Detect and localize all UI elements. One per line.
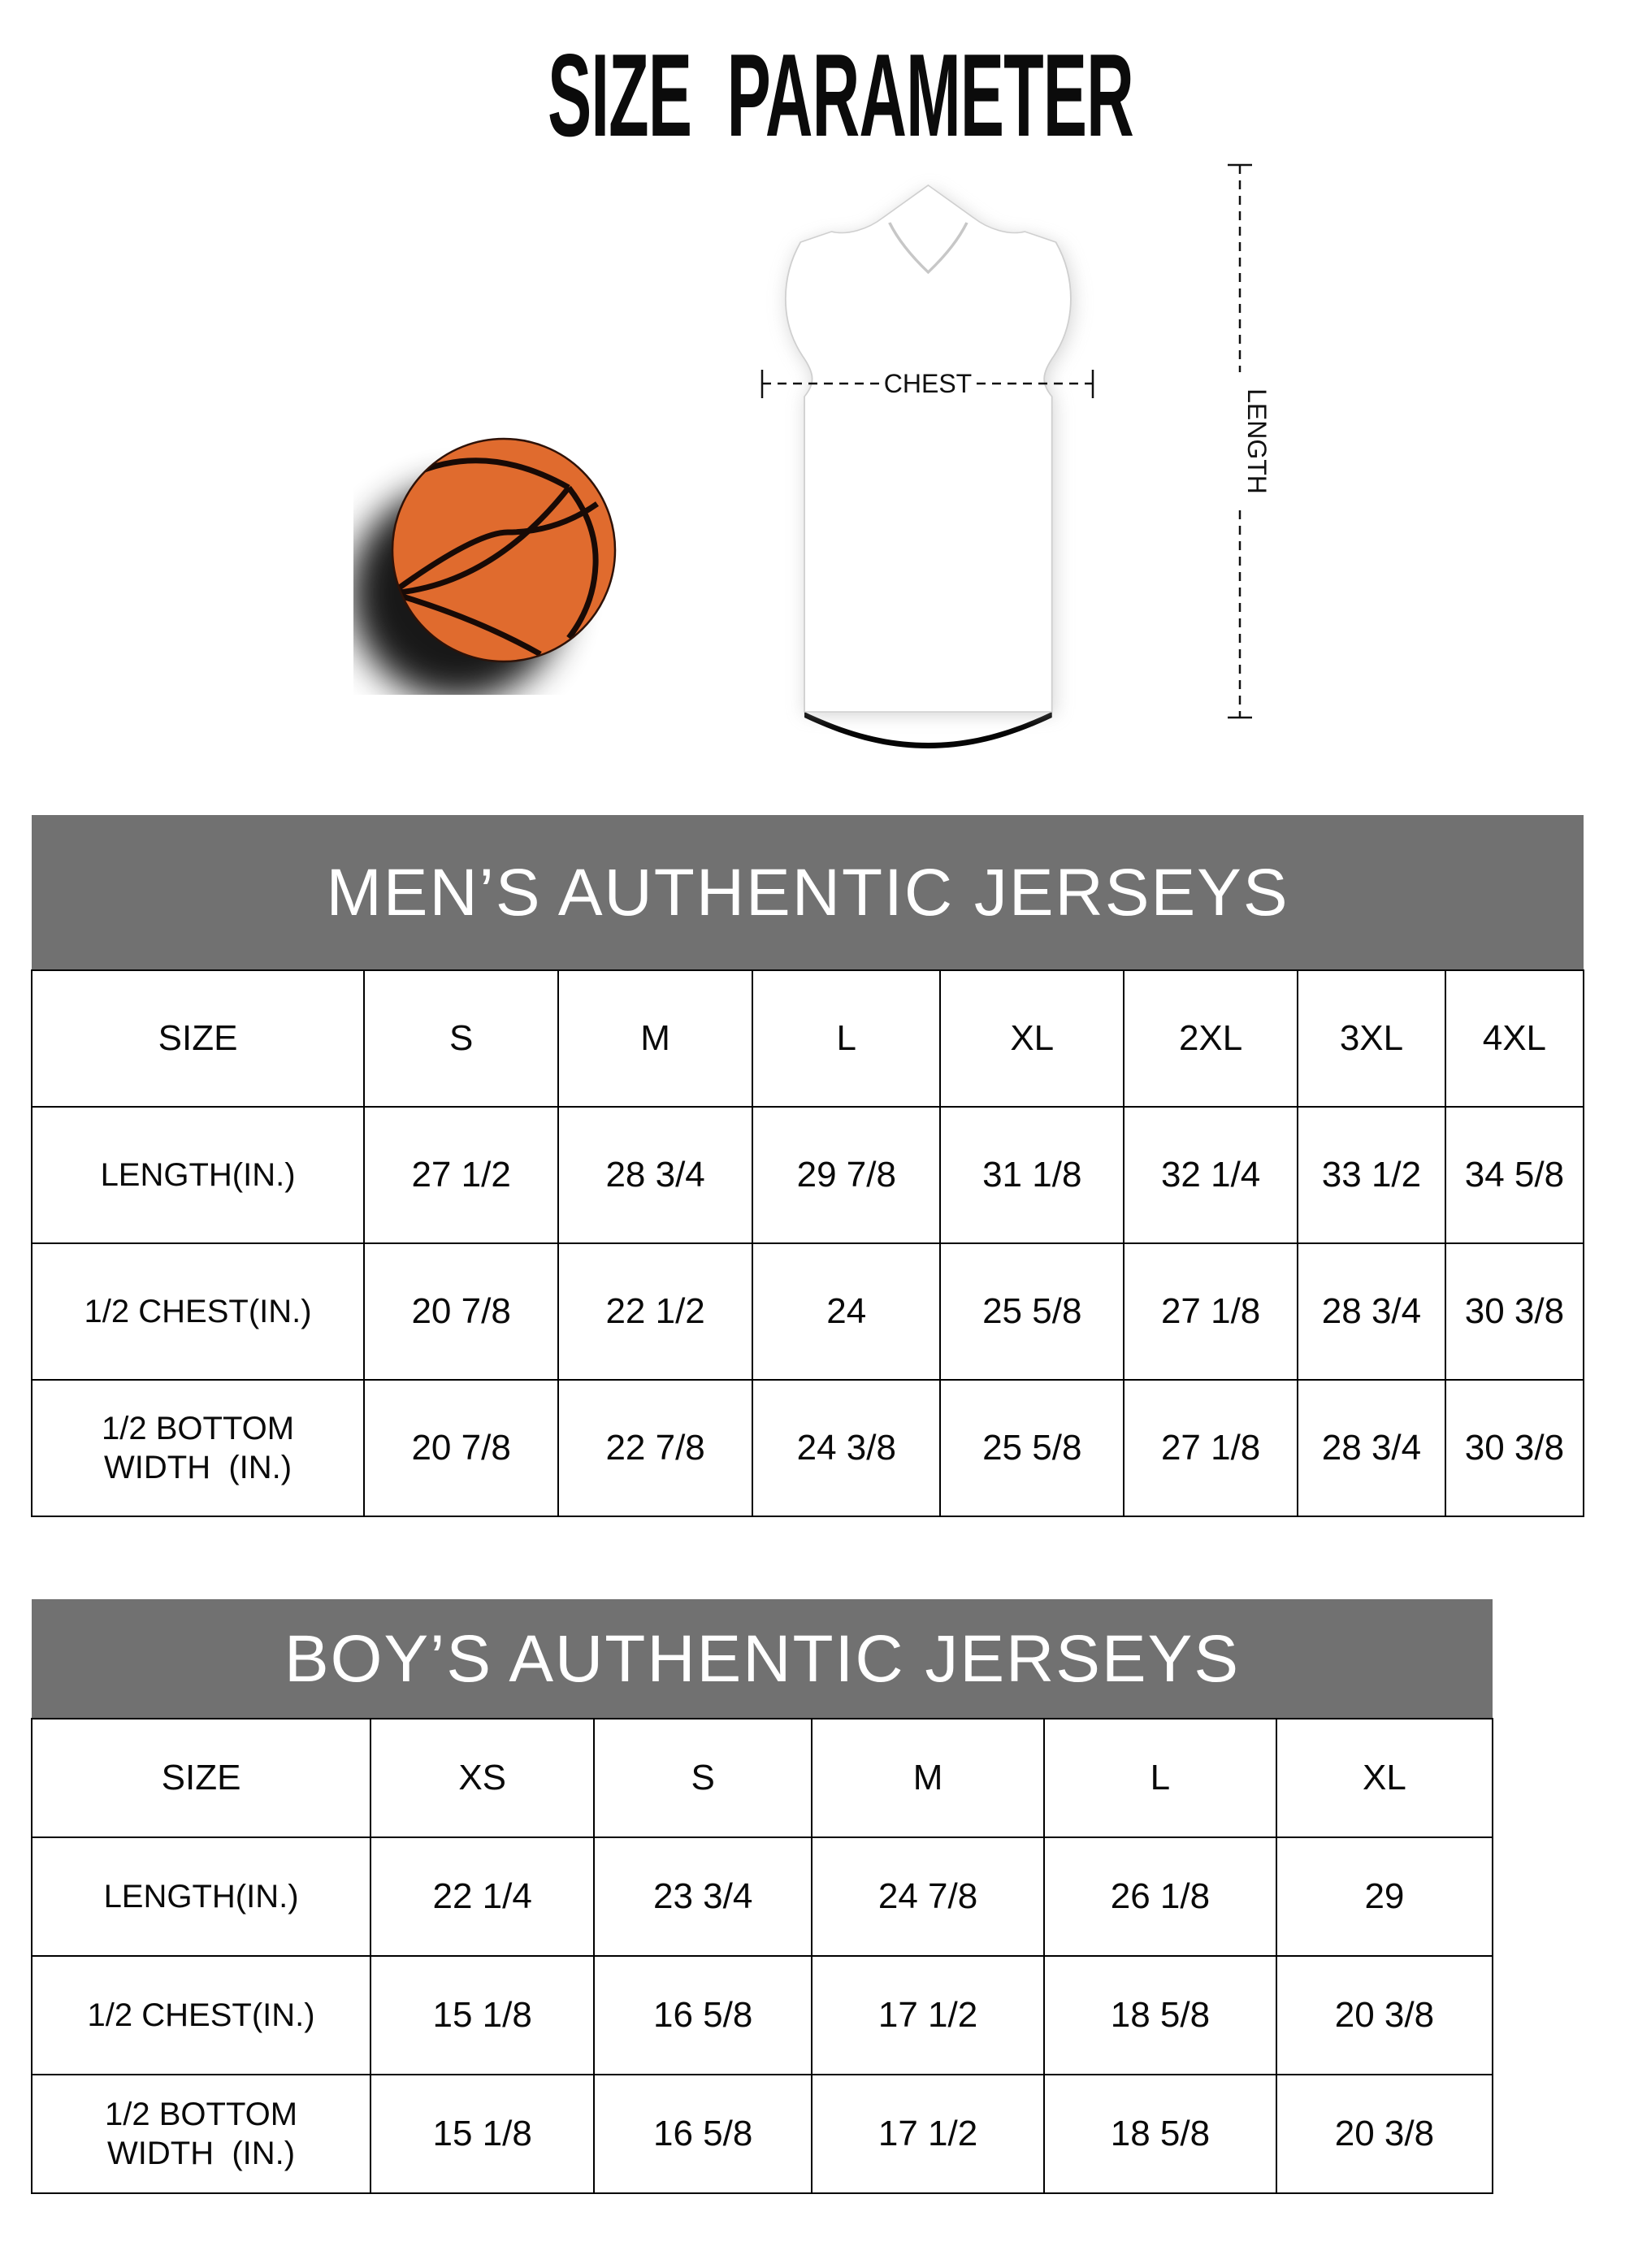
svg-text:CHEST: CHEST bbox=[884, 369, 972, 398]
svg-text:LENGTH: LENGTH bbox=[1242, 388, 1272, 494]
